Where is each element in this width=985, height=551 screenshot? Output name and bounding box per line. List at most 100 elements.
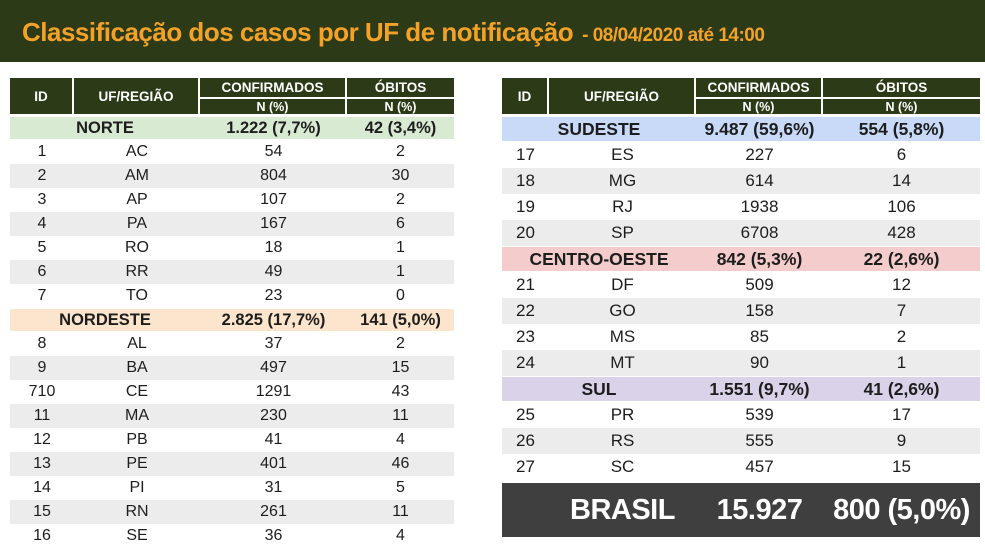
state-id: 3 [37,191,47,208]
region-name: CENTRO-OESTE [502,246,696,272]
state-id: 14 [33,479,51,496]
region-confirmados: 1.222 (7,7%) [200,116,347,140]
state-id: 17 [516,145,535,164]
state-row-ma: 11 MA 230 11 [10,404,454,428]
state-id: 8 [37,335,47,352]
state-confirmados: 158 [696,298,823,324]
region-obitos: 554 (5,8%) [823,116,980,142]
cases-table-sudeste-centrooeste-sul: ID UF/REGIÃO CONFIRMADOS ÓBITOS N (%) N … [502,78,980,537]
state-obitos: 1 [396,239,405,256]
state-confirmados: 107 [260,191,287,208]
state-row-ba: 9 BA 497 15 [10,356,454,380]
state-confirmados: 401 [200,452,347,476]
state-id: 15 [10,500,74,524]
state-confirmados: 31 [264,479,283,496]
state-row-ac: 1 AC 54 2 [10,140,454,164]
state-id: 16 [33,527,51,544]
state-obitos: 14 [823,168,980,194]
state-row-ce: 710 CE 1291 43 [10,380,454,404]
state-uf: MS [609,327,636,346]
state-confirmados: 6708 [696,220,823,246]
state-obitos: 15 [347,356,454,380]
state-uf: RS [549,428,696,454]
state-confirmados: 804 [200,164,347,188]
state-obitos: 30 [347,164,454,188]
state-obitos: 1 [347,260,454,284]
total-label: BRASIL [549,480,696,537]
state-obitos: 2 [396,335,405,352]
state-id: 9 [10,356,74,380]
state-row-mg: 18 MG 614 14 [502,168,980,194]
state-row-df: 21 DF 509 12 [502,272,980,298]
total-obitos: 800 (5,0%) [823,480,980,537]
col-header-uf-regiao: UF/REGIÃO [74,78,200,116]
state-uf: PA [74,212,200,236]
state-uf: SE [126,527,148,544]
state-obitos: 1 [823,350,980,376]
state-confirmados: 614 [696,168,823,194]
state-id: 22 [502,298,549,324]
state-obitos: 428 [823,220,980,246]
col-header-confirmados: CONFIRMADOS [200,78,347,99]
col-header-uf-regiao: UF/REGIÃO [549,78,696,116]
state-confirmados: 1291 [255,383,292,400]
state-obitos: 9 [823,428,980,454]
state-obitos: 2 [896,327,907,346]
region-confirmados: 842 (5,3%) [696,246,823,272]
col-subheader-obitos-n-pct: N (%) [823,99,980,116]
state-confirmados: 167 [200,212,347,236]
state-obitos: 6 [347,212,454,236]
tables-container: ID UF/REGIÃO CONFIRMADOS ÓBITOS N (%) N … [0,62,985,548]
state-confirmados: 261 [200,500,347,524]
state-confirmados: 457 [745,457,774,476]
state-row-se: 16 SE 36 4 [10,524,454,548]
state-confirmados: 54 [264,143,283,160]
state-obitos: 6 [896,145,907,164]
state-confirmados: 41 [264,431,283,448]
state-id: 21 [516,275,535,294]
state-confirmados: 230 [200,404,347,428]
region-name: NORTE [10,116,200,140]
state-row-ap: 3 AP 107 2 [10,188,454,212]
state-id: 2 [10,164,74,188]
state-uf: AM [74,164,200,188]
state-obitos: 46 [347,452,454,476]
state-obitos: 2 [396,143,405,160]
state-obitos: 0 [396,287,405,304]
state-uf: RO [125,239,149,256]
state-row-mt: 24 MT 90 1 [502,350,980,376]
state-uf: TO [126,287,148,304]
state-id: 5 [37,239,47,256]
state-uf: PB [126,431,148,448]
state-row-pe: 13 PE 401 46 [10,452,454,476]
table-body: NORTE 1.222 (7,7%) 42 (3,4%) 1 AC 54 2 2 AM 804 30… [10,116,454,548]
state-id: 710 [28,383,56,400]
state-row-rn: 15 RN 261 11 [10,500,454,524]
state-uf: PE [74,452,200,476]
state-row-es: 17 ES 227 6 [502,142,980,168]
col-subheader-confirmados-n-pct: N (%) [696,99,823,116]
state-row-pa: 4 PA 167 6 [10,212,454,236]
page-subtitle: - 08/04/2020 até 14:00 [582,25,765,46]
region-row-centro-oeste: CENTRO-OESTE 842 (5,3%) 22 (2,6%) [502,246,980,272]
state-confirmados: 555 [696,428,823,454]
state-row-ms: 23 MS 85 2 [502,324,980,350]
state-obitos: 5 [396,479,405,496]
state-confirmados: 227 [745,145,774,164]
state-obitos: 4 [396,431,405,448]
col-header-confirmados: CONFIRMADOS [696,78,823,99]
state-uf: CE [125,383,149,400]
state-uf: PR [610,405,635,424]
state-obitos: 2 [396,191,405,208]
state-obitos: 11 [347,500,454,524]
state-uf: AL [127,335,147,352]
state-confirmados: 85 [750,327,769,346]
brasil-total-row: BRASIL 15.927 800 (5,0%) [502,480,980,537]
col-header-id: ID [502,78,549,116]
state-row-pb: 12 PB 41 4 [10,428,454,452]
state-id: 23 [516,327,535,346]
col-header-obitos: ÓBITOS [823,78,980,99]
total-empty-cell [502,480,549,537]
state-uf: ES [611,145,634,164]
state-row-al: 8 AL 37 2 [10,332,454,356]
